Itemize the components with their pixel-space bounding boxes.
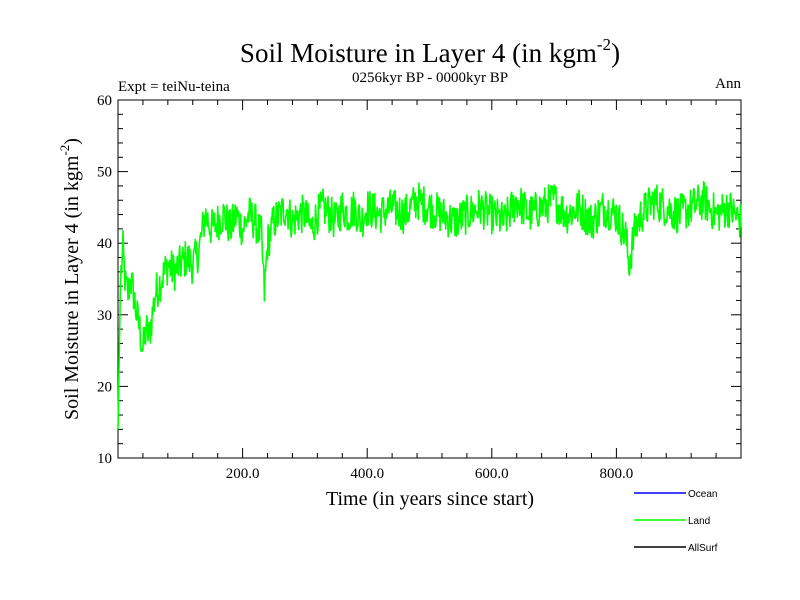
- chart-title: Soil Moisture in Layer 4 (in kgm-2): [240, 35, 620, 68]
- y-tick-label: 60: [97, 93, 112, 109]
- y-tick-label: 50: [97, 165, 112, 181]
- y-tick-label: 10: [97, 451, 112, 467]
- season-label: Ann: [715, 76, 741, 92]
- axis-tick-labels: 200.0 400.0 600.0 800.0 10 20 30 40 50 60: [97, 93, 633, 482]
- x-tick-label: 200.0: [226, 466, 260, 482]
- series-line-land: [117, 181, 742, 430]
- x-tick-label: 800.0: [600, 466, 634, 482]
- y-tick-label: 30: [97, 308, 112, 324]
- chart-title-close: ): [611, 38, 620, 68]
- x-tick-label: 400.0: [350, 466, 384, 482]
- chart-title-superscript: -2: [597, 35, 611, 54]
- y-axis-label: Soil Moisture in Layer 4 (in kgm-2): [57, 138, 83, 420]
- chart-subtitle: 0256kyr BP - 0000kyr BP: [352, 70, 508, 86]
- y-tick-label: 40: [97, 236, 112, 252]
- plot-frame: [117, 99, 742, 459]
- y-axis-label-superscript: -2: [57, 145, 72, 156]
- legend-label-ocean: Ocean: [688, 489, 717, 500]
- legend-label-allsurf: AllSurf: [688, 543, 718, 554]
- x-axis-label: Time (in years since start): [326, 488, 534, 510]
- y-axis-label-close: ): [61, 138, 83, 145]
- legend-label-land: Land: [688, 516, 710, 527]
- experiment-label: Expt = teiNu-teina: [118, 79, 230, 95]
- chart-title-main: Soil Moisture in Layer 4 (in kgm: [240, 38, 597, 68]
- legend: Ocean Land AllSurf: [634, 489, 718, 554]
- series-lines: [117, 181, 742, 430]
- axis-ticks: [118, 99, 741, 459]
- y-axis-label-main: Soil Moisture in Layer 4 (in kgm: [61, 155, 83, 420]
- x-tick-label: 600.0: [475, 466, 509, 482]
- y-tick-label: 20: [97, 379, 112, 395]
